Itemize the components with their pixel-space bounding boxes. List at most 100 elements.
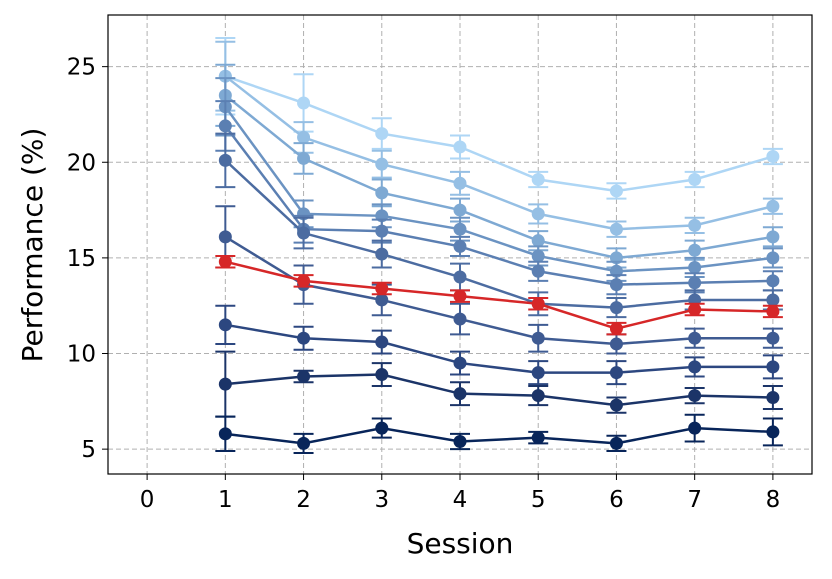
data-point xyxy=(766,331,780,345)
data-point xyxy=(531,264,545,278)
x-tick-label: 3 xyxy=(374,487,389,513)
data-point xyxy=(766,304,780,318)
data-point xyxy=(609,278,623,292)
data-point xyxy=(766,360,780,374)
data-point xyxy=(531,207,545,221)
data-point xyxy=(453,356,467,370)
data-point xyxy=(688,421,702,435)
data-point xyxy=(688,172,702,186)
x-tick-label: 1 xyxy=(218,487,233,513)
x-tick-label: 7 xyxy=(687,487,702,513)
data-point xyxy=(218,230,232,244)
data-point xyxy=(766,150,780,164)
data-point xyxy=(218,377,232,391)
x-tick-label: 5 xyxy=(531,487,546,513)
data-point xyxy=(609,184,623,198)
data-point xyxy=(375,127,389,141)
data-point xyxy=(766,293,780,307)
x-axis-label: Session xyxy=(407,527,514,560)
data-point xyxy=(609,436,623,450)
x-tick-label: 8 xyxy=(766,487,781,513)
data-point xyxy=(218,153,232,167)
x-tick-label: 0 xyxy=(140,487,155,513)
data-point xyxy=(531,366,545,380)
data-point xyxy=(531,297,545,311)
data-point xyxy=(609,366,623,380)
series-line xyxy=(224,94,774,260)
data-point xyxy=(297,151,311,165)
data-point xyxy=(453,387,467,401)
data-point xyxy=(688,360,702,374)
y-tick-label: 20 xyxy=(67,150,96,176)
data-point xyxy=(453,289,467,303)
data-point xyxy=(218,427,232,441)
data-point xyxy=(453,222,467,236)
data-point xyxy=(688,276,702,290)
data-point xyxy=(297,274,311,288)
y-tick-label: 5 xyxy=(81,437,96,463)
data-point xyxy=(375,224,389,238)
series-line xyxy=(225,323,773,374)
data-point xyxy=(531,234,545,248)
data-point xyxy=(766,274,780,288)
data-point xyxy=(688,331,702,345)
data-point xyxy=(609,398,623,412)
x-tick-label: 2 xyxy=(296,487,311,513)
data-point xyxy=(531,172,545,186)
series-line xyxy=(225,260,773,330)
series-line xyxy=(224,125,773,286)
y-tick-label: 25 xyxy=(67,55,96,81)
data-point xyxy=(453,434,467,448)
data-point xyxy=(609,222,623,236)
y-tick-label: 10 xyxy=(67,342,96,368)
data-point xyxy=(688,243,702,257)
data-point xyxy=(766,199,780,213)
data-point xyxy=(375,368,389,382)
data-point xyxy=(375,157,389,171)
data-point xyxy=(688,303,702,317)
data-point xyxy=(375,281,389,295)
data-point xyxy=(609,337,623,351)
data-point xyxy=(766,391,780,404)
data-point xyxy=(766,425,780,439)
data-point xyxy=(297,130,311,144)
data-point xyxy=(297,436,311,450)
data-point xyxy=(688,218,702,232)
data-point xyxy=(609,322,623,336)
data-point xyxy=(531,249,545,263)
data-point xyxy=(609,301,623,315)
data-point xyxy=(688,260,702,274)
series-line xyxy=(224,75,774,231)
series-line xyxy=(224,159,773,309)
data-point xyxy=(453,176,467,190)
y-axis-label: Performance (%) xyxy=(16,128,49,363)
data-point xyxy=(531,389,545,403)
data-point xyxy=(297,226,311,240)
data-point xyxy=(531,331,545,345)
data-point xyxy=(766,230,780,244)
data-point xyxy=(218,318,232,332)
data-point xyxy=(453,203,467,217)
data-point xyxy=(453,239,467,253)
data-point xyxy=(688,389,702,403)
data-point xyxy=(375,247,389,261)
data-point xyxy=(375,335,389,349)
plot-frame xyxy=(107,14,813,475)
data-point xyxy=(375,421,389,435)
series-line xyxy=(224,235,773,346)
series-line xyxy=(224,106,774,273)
data-point xyxy=(375,186,389,200)
data-point xyxy=(375,293,389,307)
data-point xyxy=(453,312,467,326)
data-point xyxy=(453,140,467,154)
data-point xyxy=(297,369,311,383)
data-point xyxy=(453,270,467,284)
data-point xyxy=(218,255,232,269)
data-point xyxy=(766,251,780,265)
data-point xyxy=(531,431,545,445)
x-tick-label: 4 xyxy=(453,487,468,513)
data-point xyxy=(218,119,232,133)
series-line xyxy=(225,373,773,407)
series-line xyxy=(225,426,773,445)
